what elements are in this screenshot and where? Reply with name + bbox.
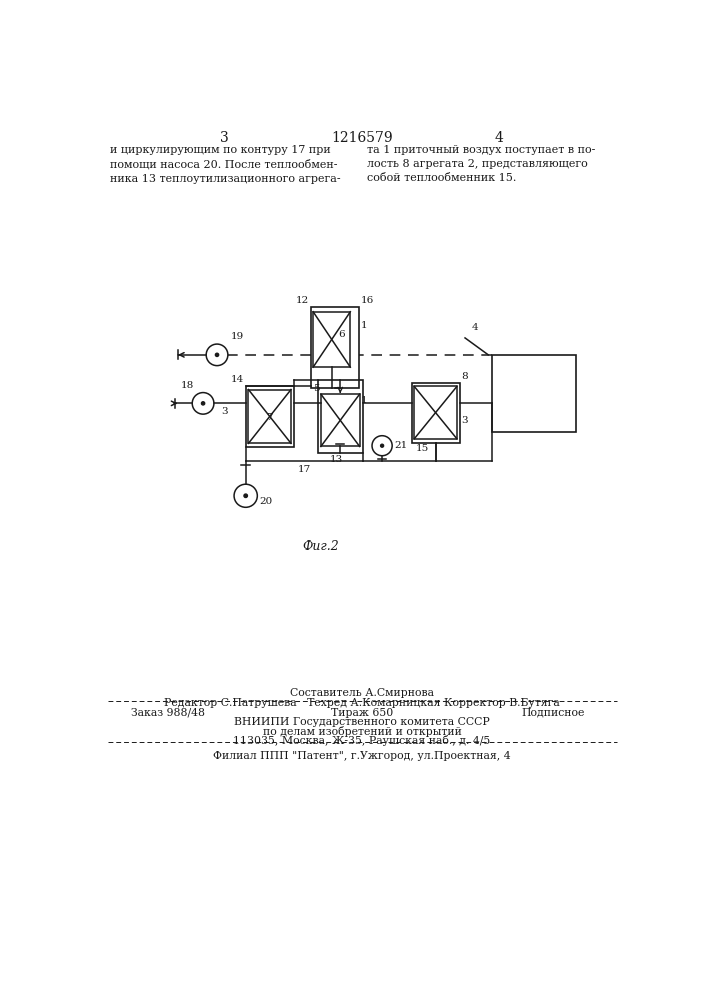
Text: 3: 3	[222, 407, 228, 416]
Text: 17: 17	[298, 465, 311, 474]
Text: 13: 13	[329, 455, 343, 464]
Bar	[414, 386, 457, 439]
Text: 4: 4	[472, 323, 479, 332]
Text: Фиг.2: Фиг.2	[303, 540, 339, 553]
Text: 18: 18	[181, 380, 194, 389]
Text: Подписное: Подписное	[521, 708, 585, 718]
Circle shape	[244, 494, 247, 497]
Circle shape	[380, 444, 384, 447]
Text: 7: 7	[267, 413, 273, 422]
Text: Составитель А.Смирнова: Составитель А.Смирнова	[290, 688, 434, 698]
Text: Филиал ППП "Патент", г.Ужгород, ул.Проектная, 4: Филиал ППП "Патент", г.Ужгород, ул.Проек…	[213, 751, 510, 761]
Text: по делам изобретений и открытий: по делам изобретений и открытий	[262, 726, 462, 737]
Circle shape	[216, 353, 218, 356]
Text: Редактор С.Патрушева   Техред А.Комарницкая Корректор В.Бутяга: Редактор С.Патрушева Техред А.Комарницка…	[164, 698, 560, 708]
Text: 3: 3	[221, 131, 229, 145]
Text: 4: 4	[495, 131, 503, 145]
Text: 1216579: 1216579	[331, 131, 393, 145]
Text: ВНИИПИ Государственного комитета СССР: ВНИИПИ Государственного комитета СССР	[234, 717, 490, 727]
Text: Заказ 988/48: Заказ 988/48	[131, 708, 205, 718]
Text: 6: 6	[338, 330, 344, 339]
Text: 5: 5	[312, 384, 320, 393]
Text: 3: 3	[461, 416, 468, 425]
Text: Тираж 650: Тираж 650	[331, 708, 393, 718]
Circle shape	[201, 402, 205, 405]
Text: 19: 19	[231, 332, 244, 341]
Text: та 1 приточный воздух поступает в по-
лость 8 агрегата 2, представляющего
собой : та 1 приточный воздух поступает в по- ло…	[368, 145, 596, 183]
Text: 15: 15	[416, 444, 428, 453]
Text: 21: 21	[395, 441, 408, 450]
Text: и циркулирующим по контуру 17 при
помощи насоса 20. После теплообмен-
ника 13 те: и циркулирующим по контуру 17 при помощи…	[110, 145, 341, 184]
Bar	[411, 383, 460, 443]
Bar	[313, 312, 351, 367]
Bar	[311, 307, 359, 388]
Bar	[248, 389, 291, 443]
Bar	[492, 355, 575, 432]
Text: 20: 20	[259, 497, 273, 506]
Text: 113035, Москва, Ж-35, Раушская наб., д. 4/5: 113035, Москва, Ж-35, Раушская наб., д. …	[233, 735, 491, 746]
Text: 14: 14	[231, 375, 244, 384]
Bar	[246, 386, 293, 447]
Text: 12: 12	[296, 296, 309, 305]
Bar	[321, 394, 360, 446]
Text: 1: 1	[361, 396, 368, 405]
Text: 8: 8	[461, 372, 468, 381]
Text: 16: 16	[361, 296, 374, 305]
Text: 1: 1	[361, 321, 367, 330]
Bar	[317, 380, 363, 453]
